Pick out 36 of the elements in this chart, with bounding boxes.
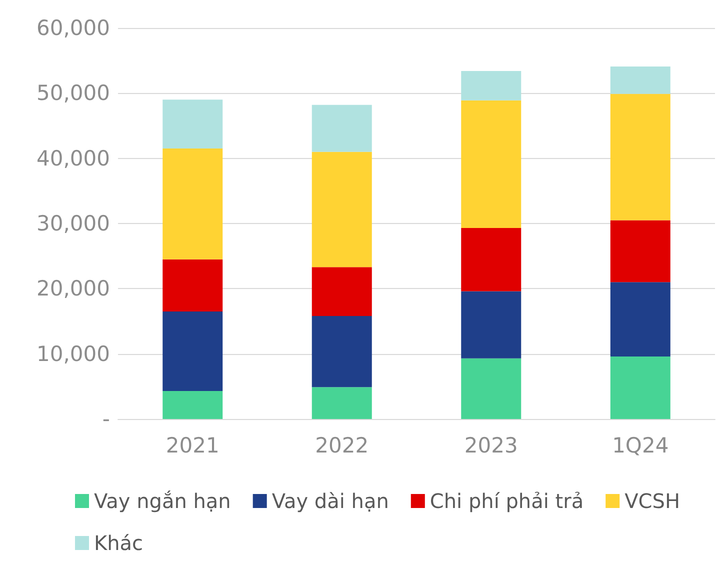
y-tick-label: 50,000 — [36, 81, 110, 106]
bar — [610, 282, 670, 356]
bar — [610, 356, 670, 419]
bar — [312, 267, 372, 316]
x-tick-label: 1Q24 — [612, 434, 669, 458]
legend-label: Vay dài hạn — [272, 489, 389, 513]
bar — [610, 94, 670, 220]
y-tick-label: 20,000 — [36, 276, 110, 301]
bar — [162, 148, 223, 260]
x-tick-label: 2021 — [166, 434, 220, 458]
bar — [162, 311, 223, 391]
legend-label: VCSH — [624, 489, 680, 513]
bar — [312, 104, 372, 152]
bar — [461, 291, 522, 358]
bar — [312, 316, 372, 388]
bar — [610, 66, 670, 94]
legend-label: Chi phí phải trả — [430, 489, 584, 513]
bar — [162, 100, 223, 149]
bar — [312, 152, 372, 268]
bar — [461, 100, 522, 228]
y-tick-label: - — [102, 407, 110, 431]
legend-label: Vay ngắn hạn — [94, 489, 231, 513]
y-tick-label: 30,000 — [36, 212, 110, 236]
bar — [312, 387, 372, 419]
bar — [461, 358, 522, 419]
x-tick-label: 2023 — [464, 434, 518, 458]
x-tick-label: 2022 — [315, 434, 369, 458]
bar — [461, 228, 522, 292]
bar — [162, 390, 223, 419]
bar — [461, 71, 522, 100]
y-tick-label: 40,000 — [36, 146, 110, 170]
bar — [610, 220, 670, 282]
y-tick-label: 10,000 — [36, 342, 110, 366]
legend-label: Khác — [94, 531, 144, 555]
bar — [162, 259, 223, 312]
y-tick-label: 60,000 — [36, 16, 110, 40]
